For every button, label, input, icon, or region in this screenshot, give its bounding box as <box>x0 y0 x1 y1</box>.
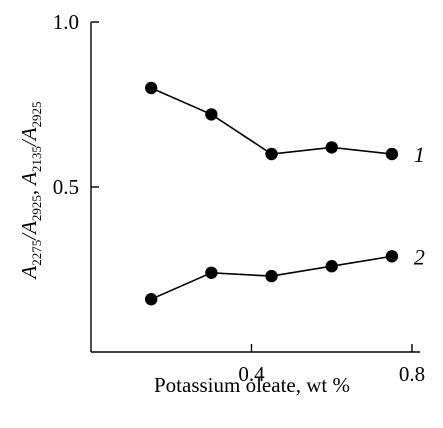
x-tick-label: 0.4 <box>238 362 265 386</box>
plot-area <box>90 22 420 353</box>
y-label-a2: /A <box>17 221 41 241</box>
series-1-point <box>385 147 399 161</box>
series-1-point <box>144 81 158 95</box>
series-2-point <box>265 269 278 283</box>
series-2-point <box>205 266 218 279</box>
y-ticks: 0.5 1.0 <box>53 10 99 199</box>
series-2-point <box>144 293 158 306</box>
series-1-point <box>265 147 278 161</box>
x-axis-label: Potassium oleate, wt % <box>154 373 350 397</box>
y-tick-label: 0.5 <box>53 175 79 199</box>
series-group: 12 <box>144 81 425 306</box>
y-label-sub4: 2925 <box>29 101 44 127</box>
x-tick-label: 0.8 <box>399 362 425 386</box>
series-2: 2 <box>144 244 425 306</box>
series-1: 1 <box>144 81 425 167</box>
y-label-a3: , A <box>17 172 41 195</box>
y-tick-label: 1.0 <box>53 10 79 34</box>
y-label-a1: A <box>17 266 41 281</box>
y-label-sub2: 2925 <box>29 195 44 221</box>
y-label-sub1: 2275 <box>29 240 44 266</box>
y-axis-label: A2275/A2925, A2135/A2925 <box>17 101 44 280</box>
x-ticks: 0.4 0.8 <box>238 344 425 386</box>
series-2-point <box>385 250 399 263</box>
series-1-line <box>150 87 392 155</box>
series-1-point <box>205 108 218 121</box>
series-2-label: 2 <box>414 244 425 269</box>
series-1-label: 1 <box>414 142 425 167</box>
series-1-point <box>325 141 338 154</box>
y-label-sub3: 2135 <box>29 146 44 172</box>
series-2-point <box>325 260 338 273</box>
y-label-a4: /A <box>17 127 41 147</box>
